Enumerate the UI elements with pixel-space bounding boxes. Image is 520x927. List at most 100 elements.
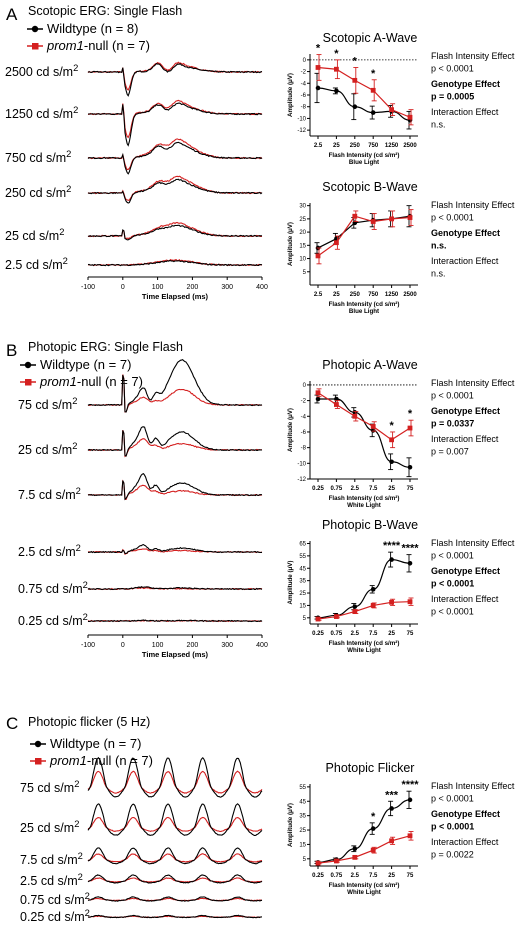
series-line (317, 87, 411, 121)
x-axis-label: Flash Intensity (cd s/m²) (329, 495, 400, 502)
trace-label: 0.75 cd s/m2 (18, 580, 88, 596)
panel-c: C Photopic flicker (5 Hz) Wildtype (n = 7)… (6, 714, 263, 924)
significance-marker: * (371, 811, 376, 823)
x-tick-label: 750 (368, 292, 379, 298)
chart-title: Scotopic A-Wave (323, 31, 418, 45)
data-point (407, 425, 413, 431)
y-tick-label: -10 (297, 461, 306, 467)
x-axis-sublabel: White Light (347, 647, 381, 654)
significance-marker: * (334, 48, 339, 60)
trace-label: 7.5 cd s/m2 (20, 851, 83, 867)
stat-text: p < 0.0001 (431, 213, 474, 223)
significance-marker: * (408, 408, 413, 420)
x-tick-label: 0.75 (331, 873, 343, 879)
x-tick-label: 25 (333, 143, 340, 149)
series-line (318, 398, 411, 468)
x-tick-label: 75 (407, 631, 414, 637)
y-tick-label: -4 (301, 414, 307, 420)
stat-text: p = 0.007 (431, 447, 469, 457)
chart-title: Photopic Flicker (326, 761, 415, 775)
erg-trace (87, 260, 262, 267)
series-line (317, 835, 411, 864)
data-point (334, 240, 339, 246)
y-tick-label: 15 (299, 603, 306, 609)
erg-trace (87, 224, 263, 241)
x-axis-label: Flash Intensity (cd s/m²) (329, 152, 400, 159)
y-tick-label: 25 (299, 828, 306, 834)
y-axis-label: Amplitude (μV) (287, 222, 294, 266)
data-point (370, 219, 376, 224)
panel-letter: B (6, 341, 17, 360)
stat-text: Flash Intensity Effect (431, 378, 515, 388)
erg-trace (88, 479, 263, 500)
data-point (315, 390, 321, 396)
series-line (317, 392, 411, 441)
legend-marker (35, 758, 42, 765)
stat-text: p < 0.0001 (431, 579, 474, 589)
x-tick-label: 1250 (385, 143, 399, 149)
flicker-trace (87, 914, 262, 919)
y-tick-label: 35 (299, 579, 306, 585)
significance-marker: **** (401, 543, 419, 555)
data-point (370, 110, 376, 115)
chart-title: Scotopic B-Wave (322, 180, 417, 194)
stat-text: Flash Intensity Effect (431, 781, 515, 791)
data-point (315, 85, 321, 91)
x-axis-sublabel: White Light (347, 502, 381, 509)
significance-marker: **** (383, 540, 401, 552)
trace-label: 2.5 cd s/m2 (20, 872, 83, 888)
flicker-trace (87, 847, 263, 865)
x-axis-label: Flash Intensity (cd s/m²) (329, 640, 400, 647)
legend-label: prom1-null (n = 7) (46, 38, 150, 53)
stat-text: n.s. (431, 241, 447, 251)
significance-marker: * (353, 55, 358, 67)
x-tick-label: 25 (388, 631, 395, 637)
significance-marker: * (371, 68, 376, 80)
chart-0: Scotopic A-Wave 0 -2 -4 -6 -8 -10 -12 2.5 25 250 75… (287, 31, 515, 166)
stat-text: n.s. (431, 120, 446, 130)
series-line (317, 215, 411, 249)
x-tick-label: 2.5 (351, 873, 360, 879)
data-point (315, 616, 321, 622)
time-tick-label: 300 (221, 284, 233, 291)
y-tick-label: 30 (299, 204, 306, 210)
series-line (317, 601, 411, 620)
x-tick-label: 2.5 (314, 292, 323, 298)
stat-text: p < 0.0001 (431, 822, 474, 832)
flicker-trace (87, 756, 263, 798)
x-tick-label: 250 (350, 143, 361, 149)
y-tick-label: 35 (299, 814, 306, 820)
data-point (370, 847, 376, 853)
x-axis-label: Flash Intensity (cd s/m²) (329, 882, 400, 889)
panel-title: Photopic flicker (5 Hz) (28, 715, 150, 729)
data-point (352, 77, 358, 83)
y-tick-label: -6 (301, 93, 307, 99)
chart-title: Photopic B-Wave (322, 518, 418, 532)
y-tick-label: 15 (299, 842, 306, 848)
data-point (389, 806, 394, 811)
chart-2: Photopic A-Wave 0 -2 -4 -6 -8 -10 -12 0.25 0.75 2.… (287, 358, 515, 509)
chart-title: Photopic A-Wave (322, 358, 417, 372)
y-tick-label: -10 (297, 116, 306, 122)
time-axis-label: Time Elapsed (ms) (142, 650, 209, 659)
x-tick-label: 2500 (403, 143, 417, 149)
erg-trace (87, 102, 263, 147)
data-point (370, 826, 376, 831)
stat-text: Interaction Effect (431, 256, 499, 266)
data-point (370, 587, 376, 592)
x-axis-sublabel: Blue Light (349, 159, 379, 166)
y-tick-label: 20 (299, 230, 306, 236)
erg-trace (88, 619, 263, 623)
data-point (352, 413, 358, 419)
flicker-trace (87, 816, 263, 833)
x-tick-label: 0.25 (312, 873, 324, 879)
data-point (407, 833, 413, 839)
flicker-trace (87, 803, 263, 836)
data-point (315, 860, 321, 866)
y-tick-label: -4 (301, 81, 307, 87)
erg-trace (87, 141, 263, 175)
series-wildtype (314, 551, 413, 621)
data-point (407, 599, 413, 605)
panel-b: B Photopic ERG: Single Flash Wildtype (n =… (6, 340, 268, 659)
x-tick-label: 250 (350, 292, 361, 298)
